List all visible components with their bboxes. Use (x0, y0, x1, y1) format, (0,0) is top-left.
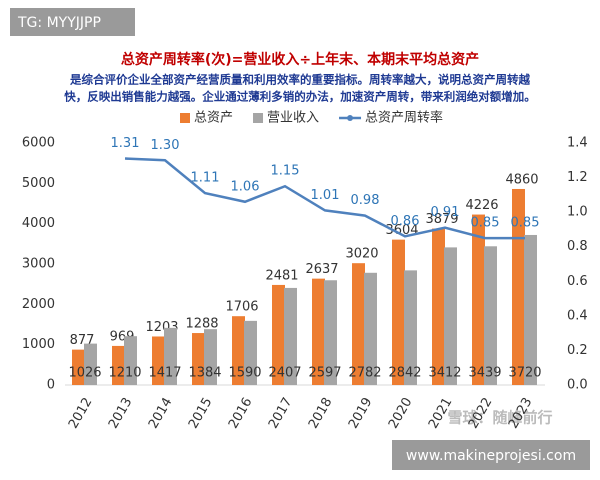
watermark: 雪球：随峰前行 (447, 409, 552, 427)
y-tick-label: 4000 (22, 216, 55, 231)
bar (232, 316, 245, 385)
bar (244, 320, 257, 385)
y-tick-label: 2000 (22, 297, 55, 312)
legend-label: 营业收入 (267, 111, 319, 126)
value-label: 2597 (308, 366, 341, 381)
value-label: 1026 (68, 366, 101, 381)
line-label: 1.15 (271, 164, 300, 179)
y-tick-label: 6000 (22, 136, 55, 151)
value-label: 1706 (225, 300, 258, 315)
bar (472, 214, 485, 385)
y2-tick-label: 1.2 (567, 170, 588, 185)
legend-label: 总资产 (194, 111, 233, 126)
value-label: 2782 (348, 366, 381, 381)
line-label: 1.01 (311, 188, 340, 203)
bar (432, 228, 445, 385)
value-label: 3412 (428, 366, 461, 381)
value-label: 2842 (388, 366, 421, 381)
bar (192, 333, 205, 385)
bar (84, 343, 97, 385)
y-tick-label: 5000 (22, 176, 55, 191)
value-label: 1590 (228, 366, 261, 381)
bar (204, 329, 217, 385)
bar (272, 284, 285, 385)
value-label: 2407 (268, 366, 301, 381)
value-label: 1417 (148, 366, 181, 381)
bar (152, 336, 165, 385)
bar (324, 280, 337, 385)
value-label: 4860 (505, 172, 538, 187)
line-label: 0.85 (511, 216, 540, 231)
value-label: 2637 (305, 262, 338, 277)
y2-tick-label: 0.6 (567, 274, 588, 289)
line-label: 0.91 (431, 205, 460, 220)
watermark-box (10, 8, 135, 36)
bar (352, 263, 365, 385)
bar (164, 327, 177, 385)
bar (392, 239, 405, 385)
chart-subtitle: 是综合评价企业全部资产经营质量和利用效率的重要指标。周转率越大，说明总资产周转越 (69, 73, 530, 87)
value-label: 1384 (188, 366, 221, 381)
value-label: 4226 (465, 198, 498, 213)
line-label: 1.31 (111, 136, 140, 151)
value-label: 3720 (508, 366, 541, 381)
bar (444, 247, 457, 385)
bar (312, 278, 325, 385)
value-label: 2481 (265, 268, 298, 283)
line-label: 1.30 (151, 138, 180, 153)
y2-tick-label: 0.2 (567, 343, 588, 358)
y-tick-label: 1000 (22, 337, 55, 352)
bar (484, 246, 497, 385)
line-label: 0.85 (471, 216, 500, 231)
y2-tick-label: 1.0 (567, 205, 588, 220)
value-label: 1288 (185, 317, 218, 332)
value-label: 3439 (468, 366, 501, 381)
y2-tick-label: 0.0 (567, 378, 588, 393)
line-label: 1.11 (191, 171, 220, 186)
bar (112, 345, 125, 385)
line-label: 1.06 (231, 179, 260, 194)
value-label: 3020 (345, 247, 378, 262)
watermark-box (392, 440, 590, 470)
value-label: 3879 (425, 212, 458, 227)
bar (404, 270, 417, 385)
line-label: 0.98 (351, 193, 380, 208)
bar (524, 234, 537, 385)
watermark: www.makineprojesi.com (406, 448, 576, 464)
bar (364, 272, 377, 385)
legend-swatch (347, 115, 354, 121)
bar (124, 336, 137, 385)
watermark: TG: MYYJJPP (17, 15, 101, 31)
bar (284, 287, 297, 385)
value-label: 1210 (108, 366, 141, 381)
line (124, 157, 525, 240)
y-tick-label: 3000 (22, 257, 55, 272)
chart-subtitle: 快，反映出销售能力越强。企业通过薄利多销的办法，加速资产周转，带来利润绝对额增加… (63, 90, 536, 104)
y2-tick-label: 1.4 (567, 136, 588, 151)
y2-tick-label: 0.4 (567, 308, 588, 323)
legend-swatch (253, 113, 264, 123)
legend-swatch (180, 113, 190, 123)
legend-label: 总资产周转率 (365, 110, 443, 126)
bar (72, 349, 85, 385)
y-tick-label: 0 (47, 378, 55, 393)
y2-tick-label: 0.8 (567, 239, 588, 254)
chart-title: 总资产周转率(次)=营业收入÷上年末、本期末平均总资产 (121, 51, 479, 68)
line-label: 0.86 (391, 214, 420, 229)
